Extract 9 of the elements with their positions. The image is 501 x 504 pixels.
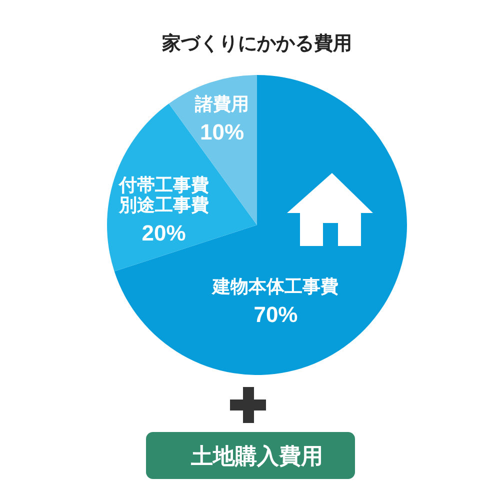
title: 家づくりにかかる費用	[162, 34, 352, 54]
category-label: 諸費用	[195, 94, 250, 114]
value-label: 10%	[200, 120, 244, 145]
category-label: 付帯工事費	[118, 175, 209, 196]
category-label: 建物本体工事費	[212, 276, 339, 297]
value-label: 20%	[142, 220, 186, 246]
value-label: 70%	[254, 302, 298, 328]
annotation: 土地購入費用	[191, 444, 323, 468]
category-label: 別途工事費	[118, 195, 209, 216]
